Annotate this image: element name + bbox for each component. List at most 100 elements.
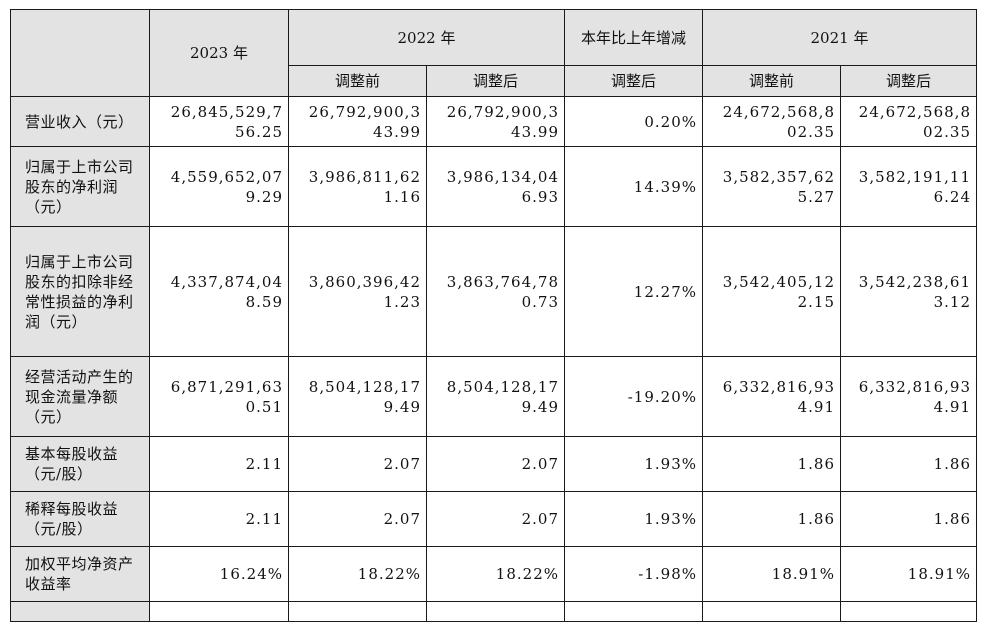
cell-value-line: 8.59 [245,292,283,311]
cell-value-line: 1.86 [797,510,835,528]
cell-y2022-before: 3,860,396,42 1.23 [288,226,427,357]
cell-value-line: 56.25 [235,122,283,141]
cell-value-line: 02.35 [787,122,835,141]
cell-y2022-after: 3,986,134,04 6.93 [426,146,565,227]
cell-value-line: 2.15 [797,292,835,311]
cell-value-line: 1.23 [383,292,421,311]
header-year-2023: 2023 年 [149,9,289,97]
cell-value-line: 12.27% [633,282,697,301]
cell-value-line: 3,582,357,62 [722,167,835,186]
cell-change: 1.93% [564,491,703,547]
cell-value-line: 18.22% [495,565,559,583]
row-label: 经营活动产生的现金流量净额（元） [10,356,150,437]
cell-y2022-before: 18.22% [288,546,427,602]
cell-y2021-before: 1.86 [702,436,841,492]
cell-y2022-after: 8,504,128,17 9.49 [426,356,565,437]
cell-value-line: -1.98% [638,565,697,583]
cell-value-line: 1.16 [383,187,421,206]
cell-value-line: 6,332,816,93 [722,377,835,396]
cell-value-line: 0.51 [245,397,283,416]
cell-value-line: 3,582,191,11 [858,167,971,186]
table-row: 经营活动产生的现金流量净额（元） 6,871,291,63 0.51 8,504,12… [10,356,977,437]
cell-y2023: 4,337,874,04 8.59 [149,226,289,357]
cell-value-line: 8,504,128,17 [308,377,421,396]
cell-value-line: 26,845,529,7 [170,102,283,121]
header-year-2022: 2022 年 [288,9,565,66]
table-row-partial [10,601,977,622]
cell-value-line: 6,871,291,63 [170,377,283,396]
cell-change: -19.20% [564,356,703,437]
header-2021-after: 调整后 [840,65,977,97]
table-row: 加权平均净资产收益率 16.24% 18.22% 18.22% -1.98% 18.91%… [10,546,977,602]
cell-y2021-after: 1.86 [840,436,977,492]
header-row-sub: 调整前 调整后 调整后 调整前 调整后 [11,65,977,97]
cell-y2022-before: 26,792,900,3 43.99 [288,96,427,147]
row-label: 稀释每股收益（元/股） [10,491,150,547]
cell-y2022-before: 2.07 [288,491,427,547]
row-label: 归属于上市公司股东的扣除非经常性损益的净利润（元） [10,226,150,357]
cell-y2021-before: 24,672,568,8 02.35 [702,96,841,147]
cell-y2021-after: 24,672,568,8 02.35 [840,96,977,147]
header-corner-cell [10,9,150,97]
cell-value-line: 3,863,764,78 [446,272,559,291]
table-row: 稀释每股收益（元/股） 2.11 2.07 2.07 1.93% 1.86 1.86 [10,491,977,547]
cell-y2021-after: 3,542,238,61 3.12 [840,226,977,357]
cell-value-line: 1.86 [933,510,971,528]
cell-value-line: 6,332,816,93 [858,377,971,396]
cell-value-line: 6.24 [933,187,971,206]
cell-value-line: 1.93% [644,510,697,528]
cell-y2022-before: 3,986,811,62 1.16 [288,146,427,227]
cell-value-line: 2.07 [383,510,421,528]
cell-value-line: 8,504,128,17 [446,377,559,396]
cell-value-line: 24,672,568,8 [722,102,835,121]
cell-y2023: 4,559,652,07 9.29 [149,146,289,227]
cell-y2022-after: 2.07 [426,436,565,492]
cell-value-line: 0.73 [521,292,559,311]
cell-change: 0.20% [564,96,703,147]
cell-y2022-before: 2.07 [288,436,427,492]
cell-value-line: 18.22% [357,565,421,583]
header-row-top: 2023 年 2022 年 本年比上年增减 2021 年 [10,9,977,97]
table-body: 营业收入（元） 26,845,529,7 56.25 26,792,900,3 43.9… [10,96,977,622]
cell-value-line: 3,986,811,62 [308,167,421,186]
cell-value-line: 2.07 [521,510,559,528]
cell-y2023: 6,871,291,63 0.51 [149,356,289,437]
cell-value-line: 3,542,405,12 [722,272,835,291]
empty-cell [426,601,565,622]
cell-value-line: 26,792,900,3 [446,102,559,121]
empty-cell [702,601,841,622]
cell-value-line: 3.12 [933,292,971,311]
cell-value-line: 43.99 [511,122,559,141]
empty-cell [288,601,427,622]
row-label: 营业收入（元） [10,96,150,147]
header-year-2021: 2021 年 [702,9,977,66]
cell-y2023: 16.24% [149,546,289,602]
cell-value-line: 2.07 [383,455,421,473]
cell-y2021-before: 18.91% [702,546,841,602]
cell-value-line: 18.91% [907,565,971,583]
table-row: 归属于上市公司股东的净利润（元） 4,559,652,07 9.29 3,986,81… [10,146,977,227]
table-row: 归属于上市公司股东的扣除非经常性损益的净利润（元） 4,337,874,04 8.5… [10,226,977,357]
cell-value-line: 02.35 [923,122,971,141]
cell-y2021-after: 1.86 [840,491,977,547]
cell-y2023: 26,845,529,7 56.25 [149,96,289,147]
cell-y2021-before: 3,542,405,12 2.15 [702,226,841,357]
header-2022-before: 调整前 [288,65,427,97]
cell-value-line: 5.27 [797,187,835,206]
cell-value-line: 9.29 [245,187,283,206]
empty-cell [149,601,289,622]
cell-value-line: 4.91 [797,397,835,416]
header-change: 本年比上年增减 [564,9,703,66]
cell-y2023: 2.11 [149,436,289,492]
cell-y2022-after: 2.07 [426,491,565,547]
empty-cell [840,601,977,622]
cell-y2021-before: 3,582,357,62 5.27 [702,146,841,227]
row-label: 基本每股收益（元/股） [10,436,150,492]
cell-y2022-after: 3,863,764,78 0.73 [426,226,565,357]
cell-y2022-after: 18.22% [426,546,565,602]
cell-value-line: 3,542,238,61 [858,272,971,291]
cell-y2022-after: 26,792,900,3 43.99 [426,96,565,147]
cell-value-line: 14.39% [633,177,697,196]
cell-value-line: 16.24% [219,565,283,583]
cell-value-line: 3,986,134,04 [446,167,559,186]
